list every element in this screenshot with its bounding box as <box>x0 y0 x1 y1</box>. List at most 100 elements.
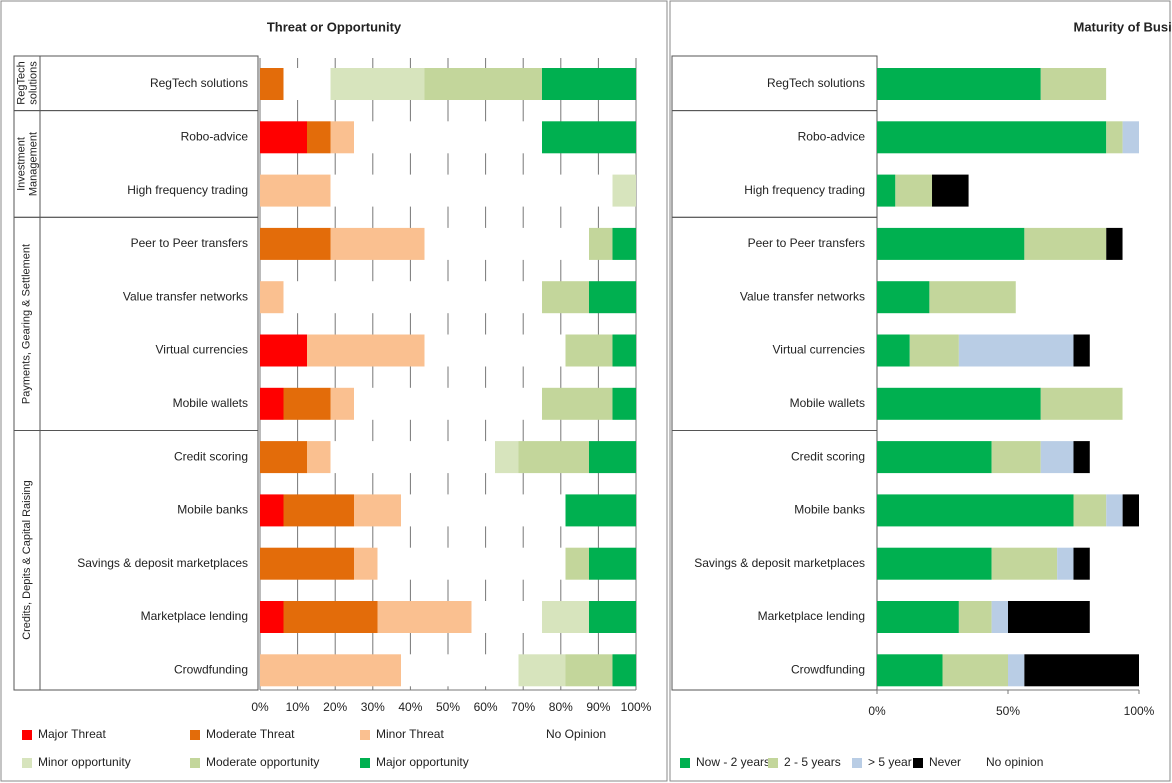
bar-segment <box>542 387 613 420</box>
bar-segment <box>542 68 636 100</box>
group-label: RegTech solutions <box>15 61 39 106</box>
category-label: Credit scoring <box>791 449 865 463</box>
bar-segment <box>877 68 1041 100</box>
bar-segment <box>877 441 992 474</box>
category-label: High frequency trading <box>127 183 248 197</box>
category-label: Mobile wallets <box>173 396 248 410</box>
bar-segment <box>958 334 1074 367</box>
bar-segment <box>330 121 354 154</box>
bar-segment <box>377 601 472 633</box>
bar-segment <box>968 174 1139 207</box>
bar-segment <box>1008 601 1090 633</box>
bar-segment <box>877 601 959 633</box>
category-label: High frequency trading <box>744 183 865 197</box>
bar-segment <box>991 547 1058 580</box>
category-label: Value transfer networks <box>740 289 865 303</box>
legend-swatch <box>913 758 923 768</box>
chart-title: Threat or Opportunity <box>267 19 402 34</box>
bar-segment <box>401 654 519 687</box>
category-label: Peer to Peer transfers <box>131 236 248 250</box>
legend-label: Never <box>929 755 961 769</box>
legend-label: No opinion <box>986 755 1043 769</box>
bar-segment <box>612 174 636 207</box>
bar-segment <box>877 494 1074 527</box>
bar-segment <box>877 547 992 580</box>
x-tick-label: 0% <box>251 700 269 714</box>
x-tick-label: 50% <box>436 700 460 714</box>
bar-segment <box>377 547 566 580</box>
legend-swatch <box>970 758 980 768</box>
bar-segment <box>307 441 331 474</box>
bar-segment <box>283 281 542 314</box>
legend-swatch <box>768 758 778 768</box>
x-tick-label: 50% <box>996 704 1020 718</box>
bar-segment <box>1073 441 1090 474</box>
category-label: Mobile banks <box>177 503 248 517</box>
bar-segment <box>612 654 636 687</box>
bar-segment <box>1089 547 1139 580</box>
bar-segment <box>330 227 425 260</box>
bar-segment <box>565 547 589 580</box>
bar-segment <box>283 68 331 100</box>
bar-segment <box>424 68 542 100</box>
category-label: Crowdfunding <box>174 662 248 676</box>
bar-segment <box>495 441 519 474</box>
legend-label: > 5 year <box>868 755 912 769</box>
bar-segment <box>283 387 331 420</box>
x-tick-label: 60% <box>474 700 498 714</box>
x-tick-label: 90% <box>586 700 610 714</box>
bar-segment <box>932 174 969 207</box>
category-label: Marketplace lending <box>758 609 865 623</box>
bar-segment <box>354 387 542 420</box>
x-tick-label: 100% <box>1124 704 1155 718</box>
bar-segment <box>307 334 425 367</box>
bar-segment <box>1015 281 1139 314</box>
bar-segment <box>877 654 943 687</box>
legend-label: Moderate Threat <box>206 727 295 741</box>
bar-segment <box>1089 334 1139 367</box>
category-label: Robo-advice <box>181 129 249 143</box>
bar-segment <box>1122 387 1139 420</box>
category-label: Savings & deposit marketplaces <box>77 556 248 570</box>
bar-segment <box>260 227 331 260</box>
bar-segment <box>877 227 1025 260</box>
bar-segment <box>260 121 307 154</box>
group-label: Investment Management <box>15 131 39 197</box>
bar-segment <box>877 387 1041 420</box>
bar-segment <box>424 334 566 367</box>
bar-segment <box>354 547 378 580</box>
x-tick-label: 80% <box>549 700 573 714</box>
bar-segment <box>1106 121 1123 154</box>
bar-segment <box>542 121 636 154</box>
bar-segment <box>330 68 425 100</box>
legend-label: 2 - 5 years <box>784 755 841 769</box>
bar-segment <box>589 547 636 580</box>
legend-label: Minor opportunity <box>38 755 131 769</box>
legend-swatch <box>852 758 862 768</box>
bar-segment <box>565 334 613 367</box>
category-label: Marketplace lending <box>141 609 248 623</box>
category-label: Credit scoring <box>174 449 248 463</box>
bar-segment <box>877 121 1107 154</box>
bar-segment <box>1057 547 1074 580</box>
legend-label: Minor Threat <box>376 727 444 741</box>
bar-segment <box>260 387 284 420</box>
legend-swatch <box>190 758 200 768</box>
x-tick-label: 0% <box>868 704 886 718</box>
bar-segment <box>589 281 636 314</box>
category-label: RegTech solutions <box>150 76 248 90</box>
bar-segment <box>307 121 331 154</box>
bar-segment <box>565 654 613 687</box>
bar-segment <box>612 387 636 420</box>
legend-label: Now - 2 years <box>696 755 770 769</box>
bar-segment <box>877 334 910 367</box>
legend-swatch <box>22 758 32 768</box>
legend-swatch <box>190 730 200 740</box>
bar-segment <box>1089 601 1139 633</box>
bar-segment <box>1106 227 1123 260</box>
bar-segment <box>260 281 284 314</box>
legend-label: Major Threat <box>38 727 106 741</box>
bar-segment <box>1073 334 1090 367</box>
bar-segment <box>542 601 589 633</box>
bar-segment <box>565 494 636 527</box>
